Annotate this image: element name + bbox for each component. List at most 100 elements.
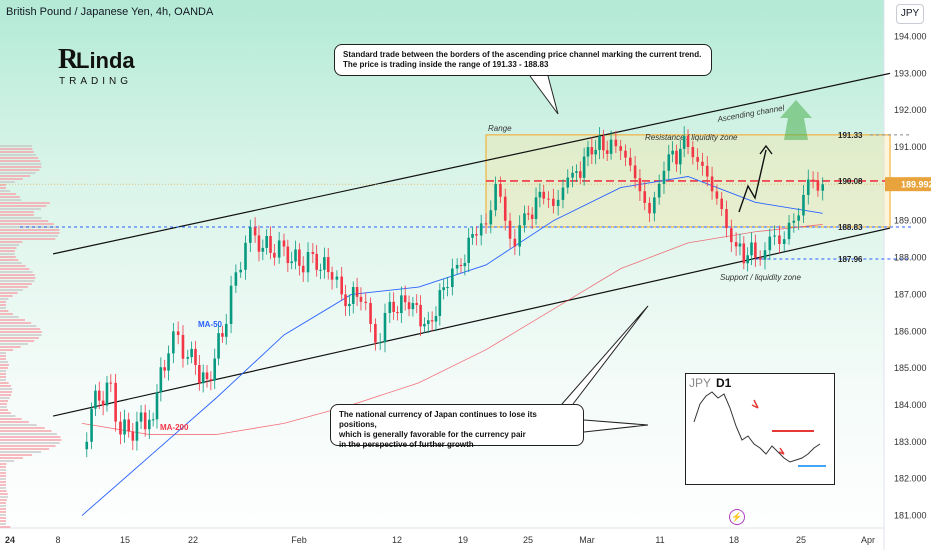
- ma-200-line: [81, 224, 823, 435]
- volume-profile-bar: [0, 331, 42, 333]
- candle-body: [359, 296, 363, 302]
- volume-profile-bar: [0, 295, 13, 297]
- volume-profile-bar: [0, 298, 9, 300]
- candle-body: [499, 183, 502, 197]
- time-tick-label: 15: [120, 535, 130, 545]
- lightning-icon[interactable]: ⚡: [729, 509, 745, 525]
- price-tick-label: 186.000: [894, 326, 927, 336]
- candle-body: [119, 421, 122, 435]
- projection-arrow-head: [759, 144, 773, 155]
- candle-body: [369, 303, 372, 324]
- price-tick-label: 193.000: [894, 68, 927, 78]
- volume-profile-bar: [0, 307, 6, 309]
- time-tick-label: 12: [392, 535, 402, 545]
- candle-body: [298, 249, 301, 266]
- candle-body: [123, 419, 126, 435]
- volume-profile-bar: [0, 271, 33, 273]
- candle-body: [671, 150, 674, 155]
- candle-body: [643, 191, 647, 203]
- candle-body: [290, 261, 293, 264]
- volume-profile-bar: [0, 199, 22, 201]
- candle-body: [821, 184, 824, 191]
- candle-body: [392, 301, 395, 313]
- volume-profile-bar: [0, 430, 52, 432]
- volume-profile-bar: [0, 304, 6, 306]
- candle-body: [792, 220, 796, 223]
- candle-body: [90, 408, 93, 442]
- candle-body: [148, 419, 151, 430]
- currency-button[interactable]: JPY: [896, 4, 924, 24]
- time-tick-label: Mar: [579, 535, 595, 545]
- candle-body: [127, 419, 130, 432]
- candle-body: [619, 146, 622, 151]
- volume-profile-bar: [0, 208, 41, 210]
- candle-body: [459, 264, 463, 267]
- ma-200-label: MA-200: [160, 423, 189, 432]
- volume-profile-bar: [0, 259, 19, 261]
- candle-body: [571, 172, 574, 178]
- volume-profile-bar: [0, 457, 23, 459]
- volume-profile-bar: [0, 427, 45, 429]
- volume-profile-bar: [0, 436, 61, 438]
- time-axis-panel: [0, 528, 884, 550]
- candle-body: [463, 262, 467, 267]
- level-label: 190.08: [838, 177, 863, 186]
- callout-bottom-line-2: which is generally favorable for the cur…: [339, 430, 526, 439]
- candle-body: [754, 242, 757, 258]
- volume-profile-bar: [0, 193, 17, 195]
- candle-body: [523, 213, 526, 226]
- candle-body: [538, 191, 542, 198]
- candle-body: [590, 147, 594, 155]
- candle-body: [768, 236, 772, 251]
- svg-text:Linda: Linda: [76, 48, 135, 73]
- volume-profile-bar: [0, 277, 36, 279]
- volume-profile-bar: [0, 169, 40, 171]
- candle-body: [547, 198, 550, 200]
- candle-body: [806, 179, 810, 195]
- volume-profile-bar: [0, 490, 7, 492]
- candle-body: [773, 235, 776, 237]
- candle-body: [513, 238, 517, 247]
- volume-profile-bar: [0, 319, 25, 321]
- candle-body: [326, 257, 330, 273]
- level-label: 191.33: [838, 131, 863, 140]
- volume-profile-bar: [0, 445, 56, 447]
- volume-profile-bar: [0, 301, 6, 303]
- candle-body: [471, 234, 474, 238]
- volume-profile-bar: [0, 415, 16, 417]
- candle-body: [131, 431, 135, 441]
- volume-profile-bar: [0, 526, 11, 528]
- volume-profile-bar: [0, 385, 11, 387]
- volume-profile-bar: [0, 514, 6, 516]
- candle-body: [286, 246, 290, 264]
- candle-body: [244, 242, 247, 270]
- candle-body: [624, 150, 627, 158]
- volume-profile-bar: [0, 394, 12, 396]
- candle-body: [682, 135, 686, 149]
- volume-profile-bar: [0, 292, 18, 294]
- candle-body: [94, 390, 97, 409]
- candle-body: [221, 333, 224, 337]
- candle-body: [186, 357, 190, 359]
- channel-upper-line: [52, 72, 891, 255]
- candle-body: [351, 286, 355, 304]
- volume-profile-bar: [0, 523, 6, 525]
- candle-body: [484, 223, 488, 225]
- volume-profile-bar: [0, 262, 22, 264]
- volume-profile-bar: [0, 370, 6, 372]
- volume-profile-bar: [0, 286, 28, 288]
- candle-body: [503, 196, 507, 221]
- volume-profile-bar: [0, 154, 36, 156]
- candle-body: [407, 302, 411, 310]
- volume-profile-bar: [0, 358, 6, 360]
- candle-body: [198, 364, 201, 384]
- candle-body: [383, 312, 387, 343]
- candle-body: [518, 225, 521, 247]
- volume-profile-bar: [0, 190, 11, 192]
- candle-body: [403, 295, 407, 303]
- volume-profile-bar: [0, 379, 6, 381]
- volume-profile-bar: [0, 253, 15, 255]
- time-tick-label: 25: [796, 535, 806, 545]
